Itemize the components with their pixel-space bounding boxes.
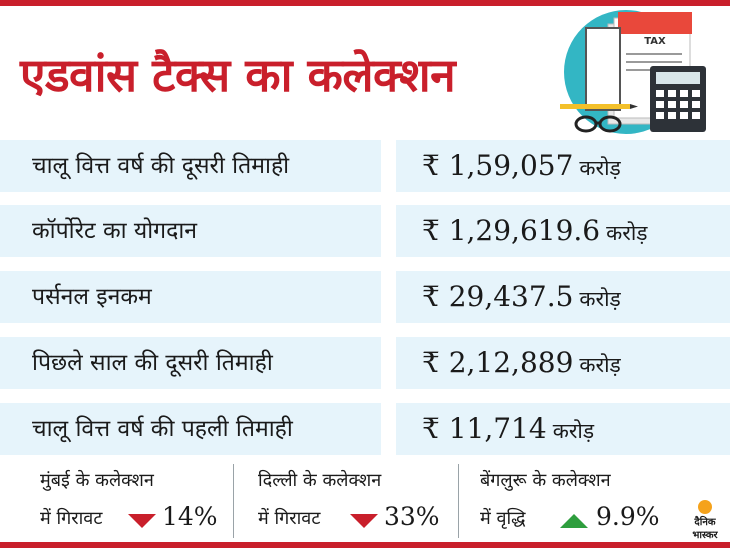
row-unit: करोड़: [579, 287, 621, 311]
row-value: ₹ 29,437.5 करोड़: [396, 271, 730, 323]
laptop-screen: [585, 27, 621, 111]
row-label: चालू वित्त वर्ष की दूसरी तिमाही: [0, 140, 381, 192]
row-value: ₹ 1,29,619.6 करोड़: [396, 205, 730, 257]
down-arrow-icon: [128, 514, 156, 528]
sun-icon: [698, 500, 712, 514]
stat-line2: में गिरावट: [40, 508, 103, 529]
stat-divider: [458, 464, 459, 538]
row-amount: ₹ 11,714: [422, 412, 547, 445]
tax-illustration: TAX: [560, 10, 706, 134]
row-label: पर्सनल इनकम: [0, 271, 381, 323]
dainik-bhaskar-logo: दैनिक भास्कर: [686, 500, 724, 542]
table-row: चालू वित्त वर्ष की दूसरी तिमाही ₹ 1,59,0…: [0, 140, 730, 192]
stat-percent: 9.9%: [596, 502, 660, 531]
logo-line2: भास्कर: [692, 530, 718, 541]
row-amount: ₹ 2,12,889: [422, 346, 574, 379]
calculator-icon: [650, 66, 706, 132]
stat-percent: 14%: [162, 502, 218, 531]
stat-line1: दिल्ली के कलेक्शन: [258, 470, 382, 491]
eyeglasses-icon: [574, 115, 622, 133]
row-label: चालू वित्त वर्ष की पहली तिमाही: [0, 403, 381, 455]
stat-bengaluru: बेंगलुरू के कलेक्शन में वृद्धि 9.9%: [480, 456, 680, 542]
row-unit: करोड़: [579, 156, 621, 180]
stat-line1: बेंगलुरू के कलेक्शन: [480, 470, 611, 491]
row-value: ₹ 2,12,889 करोड़: [396, 337, 730, 389]
down-arrow-icon: [350, 514, 378, 528]
top-accent-bar: [0, 0, 730, 6]
up-arrow-icon: [560, 514, 588, 528]
stat-line2: में वृद्धि: [480, 508, 526, 529]
pencil-icon: [560, 104, 638, 109]
row-value: ₹ 11,714 करोड़: [396, 403, 730, 455]
table-row: पिछले साल की दूसरी तिमाही ₹ 2,12,889 करोड…: [0, 337, 730, 389]
stat-mumbai: मुंबई के कलेक्शन में गिरावट 14%: [40, 456, 230, 542]
row-amount: ₹ 29,437.5: [422, 280, 574, 313]
city-stats: मुंबई के कलेक्शन में गिरावट 14% दिल्ली क…: [0, 456, 730, 542]
row-amount: ₹ 1,29,619.6: [422, 214, 601, 247]
logo-line1: दैनिक: [694, 517, 716, 528]
table-row: चालू वित्त वर्ष की पहली तिमाही ₹ 11,714 क…: [0, 403, 730, 455]
stat-percent: 33%: [384, 502, 440, 531]
stat-divider: [233, 464, 234, 538]
row-amount: ₹ 1,59,057: [422, 149, 574, 182]
table-row: पर्सनल इनकम ₹ 29,437.5 करोड़: [0, 271, 730, 323]
row-label: कॉर्पोरेट का योगदान: [0, 205, 381, 257]
stat-line2: में गिरावट: [258, 508, 321, 529]
row-label: पिछले साल की दूसरी तिमाही: [0, 337, 381, 389]
row-unit: करोड़: [579, 353, 621, 377]
bottom-accent-bar: [0, 542, 730, 548]
page-title: एडवांस टैक्स का कलेक्शन: [20, 48, 456, 102]
row-value: ₹ 1,59,057 करोड़: [396, 140, 730, 192]
table-row: कॉर्पोरेट का योगदान ₹ 1,29,619.6 करोड़: [0, 205, 730, 257]
stat-line1: मुंबई के कलेक्शन: [40, 470, 154, 491]
tax-label: TAX: [644, 36, 666, 47]
row-unit: करोड़: [606, 221, 648, 245]
stat-delhi: दिल्ली के कलेक्शन में गिरावट 33%: [258, 456, 448, 542]
row-unit: करोड़: [552, 419, 595, 443]
